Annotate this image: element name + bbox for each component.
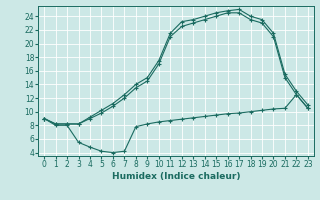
X-axis label: Humidex (Indice chaleur): Humidex (Indice chaleur) — [112, 172, 240, 181]
